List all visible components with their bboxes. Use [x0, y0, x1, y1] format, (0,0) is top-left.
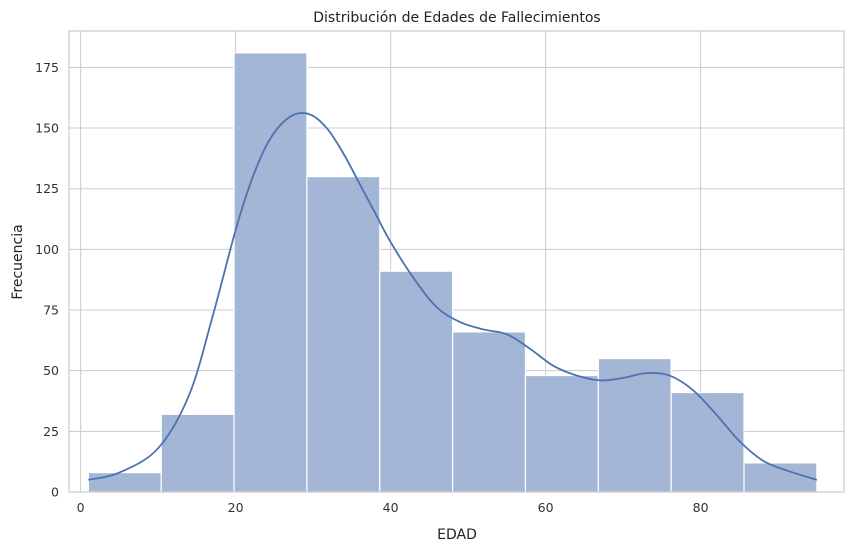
y-tick-label-7: 175 — [35, 60, 59, 75]
histogram-bar-0 — [87, 471, 162, 493]
y-axis-ticks: 0 25 50 75 100 125 150 175 — [35, 60, 59, 500]
histogram-bar-6 — [524, 374, 599, 493]
histogram-bar-2 — [233, 52, 308, 493]
y-tick-label-0: 0 — [51, 485, 59, 500]
plot-frame — [68, 30, 845, 493]
histogram-bar-9 — [743, 462, 818, 493]
histogram-bars — [87, 52, 818, 493]
histogram-bar-1 — [160, 413, 235, 493]
x-tick-label-3: 60 — [538, 500, 554, 515]
kde-curve — [88, 112, 818, 481]
histogram-bar-3 — [306, 175, 381, 493]
x-tick-label-1: 20 — [228, 500, 244, 515]
kde-curve-group — [88, 112, 818, 481]
x-tick-label-4: 80 — [693, 500, 709, 515]
y-tick-label-1: 25 — [43, 424, 59, 439]
histogram-bar-5 — [452, 331, 527, 493]
y-tick-label-5: 125 — [35, 181, 59, 196]
histogram-bar-7 — [597, 357, 672, 493]
histogram-bar-8 — [670, 391, 745, 493]
y-tick-label-3: 75 — [43, 303, 59, 318]
y-tick-label-2: 50 — [43, 363, 59, 378]
histogram-bar-4 — [379, 270, 454, 493]
chart-title: Distribución de Edades de Fallecimientos — [313, 10, 600, 26]
y-axis-label: Frecuencia — [10, 224, 26, 299]
x-axis-ticks: 0 20 40 60 80 — [77, 500, 709, 515]
x-axis-label: EDAD — [437, 527, 477, 543]
x-tick-label-2: 40 — [383, 500, 399, 515]
y-tick-label-4: 100 — [35, 242, 59, 257]
x-tick-label-0: 0 — [77, 500, 85, 515]
y-tick-label-6: 150 — [35, 121, 59, 136]
